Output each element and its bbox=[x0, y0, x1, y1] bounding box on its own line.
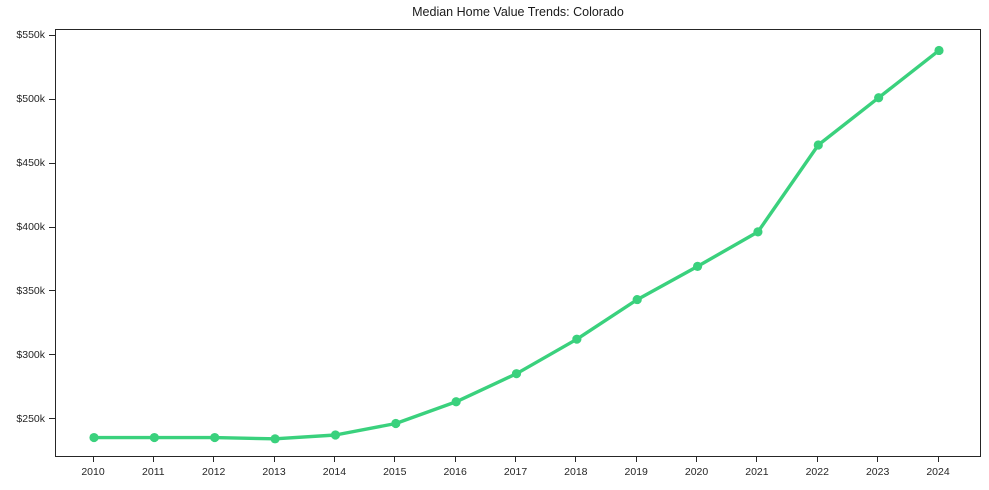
y-tick-label: $350k bbox=[16, 284, 45, 297]
chart-title: Median Home Value Trends: Colorado bbox=[412, 5, 624, 19]
x-tick-mark bbox=[635, 457, 637, 462]
y-tick-label: $300k bbox=[16, 348, 45, 361]
x-tick-label: 2018 bbox=[564, 466, 588, 478]
y-tick-mark bbox=[49, 418, 55, 420]
data-point bbox=[692, 261, 703, 271]
trend-line bbox=[92, 48, 941, 441]
x-tick-mark bbox=[273, 457, 275, 462]
data-point bbox=[149, 432, 159, 443]
x-tick-mark bbox=[394, 457, 396, 462]
y-tick-mark bbox=[49, 162, 55, 164]
y-tick-label: $550k bbox=[16, 29, 45, 42]
data-point bbox=[934, 45, 944, 56]
y-tick-mark bbox=[49, 290, 55, 292]
x-tick-mark bbox=[696, 457, 698, 462]
data-point bbox=[210, 432, 220, 443]
x-tick-label: 2023 bbox=[865, 466, 890, 478]
x-tick-label: 2014 bbox=[322, 466, 347, 478]
data-point bbox=[874, 93, 884, 103]
data-point bbox=[753, 227, 763, 237]
y-tick-mark bbox=[49, 34, 55, 36]
x-tick-label: 2024 bbox=[926, 466, 950, 478]
x-tick-mark bbox=[877, 457, 879, 462]
x-tick-mark bbox=[756, 457, 758, 462]
x-tick-label: 2022 bbox=[805, 466, 829, 478]
y-tick-mark bbox=[49, 226, 55, 228]
data-point bbox=[451, 397, 461, 407]
x-tick-mark bbox=[454, 457, 456, 462]
y-tick-mark bbox=[49, 98, 55, 100]
y-tick-label: $500k bbox=[16, 93, 45, 106]
x-tick-mark bbox=[515, 457, 516, 462]
data-point bbox=[813, 140, 823, 150]
y-tick-label: $450k bbox=[16, 157, 45, 170]
line-series-svg bbox=[89, 45, 944, 444]
x-tick-label: 2011 bbox=[142, 466, 165, 478]
x-tick-label: 2019 bbox=[624, 466, 648, 478]
x-tick-label: 2016 bbox=[443, 466, 467, 478]
x-tick-label: 2012 bbox=[202, 466, 226, 478]
x-tick-mark bbox=[213, 457, 215, 462]
x-tick-mark bbox=[937, 457, 939, 462]
x-tick-label: 2017 bbox=[503, 466, 528, 478]
x-tick-label: 2013 bbox=[262, 466, 286, 478]
x-tick-mark bbox=[152, 457, 154, 462]
data-point bbox=[330, 430, 341, 440]
data-point bbox=[391, 418, 401, 429]
x-tick-mark bbox=[575, 457, 577, 462]
data-point bbox=[511, 369, 522, 379]
x-tick-label: 2010 bbox=[81, 466, 105, 478]
y-tick-label: $250k bbox=[16, 412, 45, 425]
y-tick-label: $400k bbox=[16, 221, 45, 234]
y-tick-mark bbox=[49, 354, 55, 356]
x-tick-mark bbox=[333, 457, 335, 462]
data-point bbox=[270, 434, 280, 444]
plot-area bbox=[55, 29, 981, 457]
x-tick-label: 2015 bbox=[383, 466, 407, 478]
data-point bbox=[632, 294, 642, 305]
data-point bbox=[89, 432, 99, 443]
x-tick-mark bbox=[816, 457, 818, 462]
x-tick-mark bbox=[92, 457, 94, 462]
data-point bbox=[572, 334, 582, 344]
x-tick-label: 2021 bbox=[745, 466, 769, 478]
x-tick-label: 2020 bbox=[684, 466, 709, 478]
